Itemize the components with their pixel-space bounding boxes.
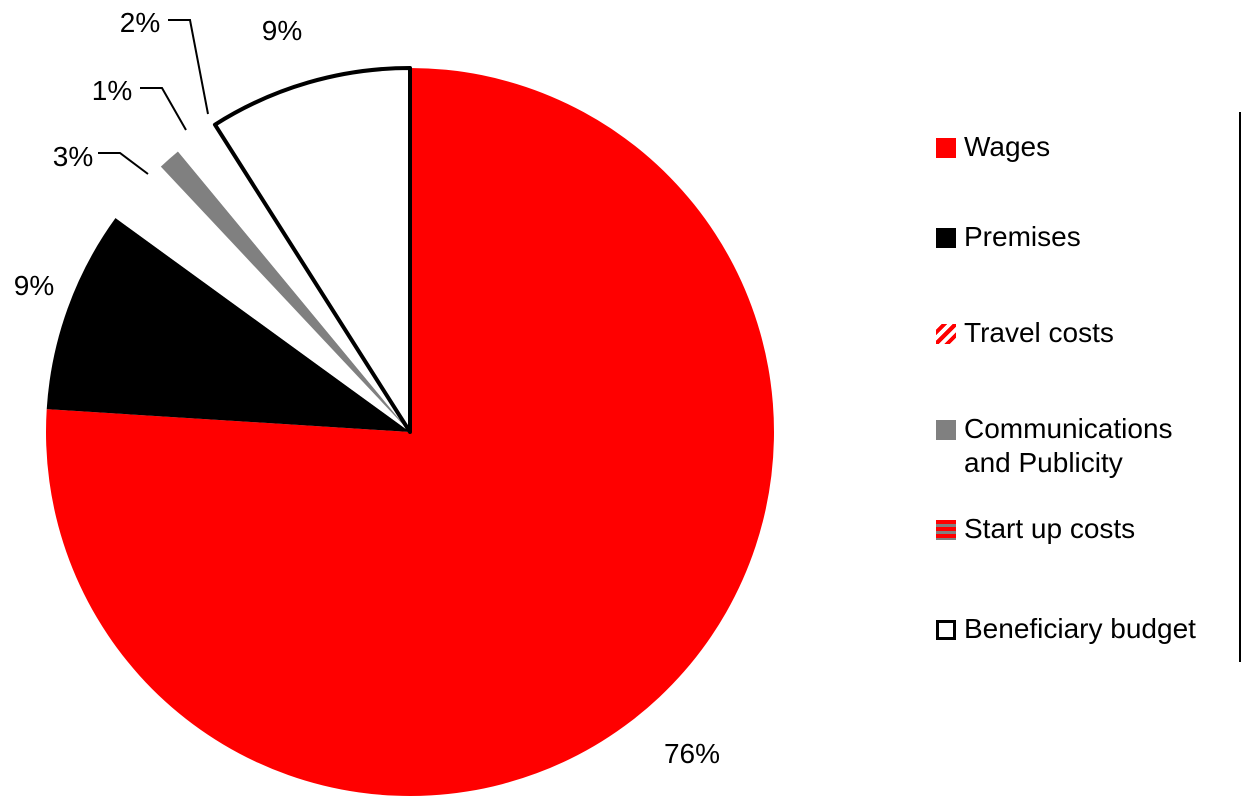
legend-item-premises: Premises: [936, 220, 1212, 254]
pie-slice-start-up-costs: [177, 124, 410, 432]
legend-swatch-communications: [936, 420, 956, 440]
data-label-premises: 9%: [14, 270, 54, 301]
pie-slice-travel-costs: [115, 166, 410, 432]
data-label-wages: 76%: [664, 738, 720, 769]
legend-label-premises: Premises: [964, 221, 1081, 252]
legend-swatch-wages: [936, 138, 956, 158]
legend-swatch-beneficiary-budget: [936, 620, 956, 640]
legend-item-communications: Communications and Publicity: [936, 412, 1212, 480]
leader-line-travel-costs: [98, 152, 149, 175]
legend-item-beneficiary-budget: Beneficiary budget: [936, 612, 1212, 646]
legend-label-start-up-costs: Start up costs: [964, 513, 1136, 544]
legend-swatch-start-up-costs: [936, 520, 956, 540]
legend-label-travel-costs: Travel costs: [964, 317, 1114, 348]
legend-swatch-travel-costs: [936, 324, 956, 344]
leader-line-communications-and-publicity: [140, 87, 187, 131]
pie-slice-communications-and-publicity: [160, 151, 410, 432]
legend-item-travel-costs: Travel costs: [936, 316, 1212, 350]
legend-label-beneficiary-budget: Beneficiary budget: [964, 613, 1196, 644]
legend-label-communications: Communications and Publicity: [964, 413, 1173, 478]
legend-swatch-premises: [936, 228, 956, 248]
data-label-start-up-costs: 2%: [120, 7, 160, 38]
pie-slice-beneficiary-budget: [212, 66, 412, 434]
legend-label-wages: Wages: [964, 131, 1051, 162]
pie-slice-premises: [46, 218, 411, 432]
data-label-travel-costs: 3%: [53, 141, 93, 172]
legend-item-start-up-costs: Start up costs: [936, 512, 1212, 546]
leader-line-start-up-costs: [168, 19, 209, 115]
legend-border: [1239, 112, 1241, 662]
legend: Wages Premises Travel costs Communicatio…: [936, 112, 1241, 662]
data-label-beneficiary-budget: 9%: [262, 15, 302, 46]
legend-item-wages: Wages: [936, 130, 1212, 164]
data-label-communications-and-publicity: 1%: [92, 75, 132, 106]
